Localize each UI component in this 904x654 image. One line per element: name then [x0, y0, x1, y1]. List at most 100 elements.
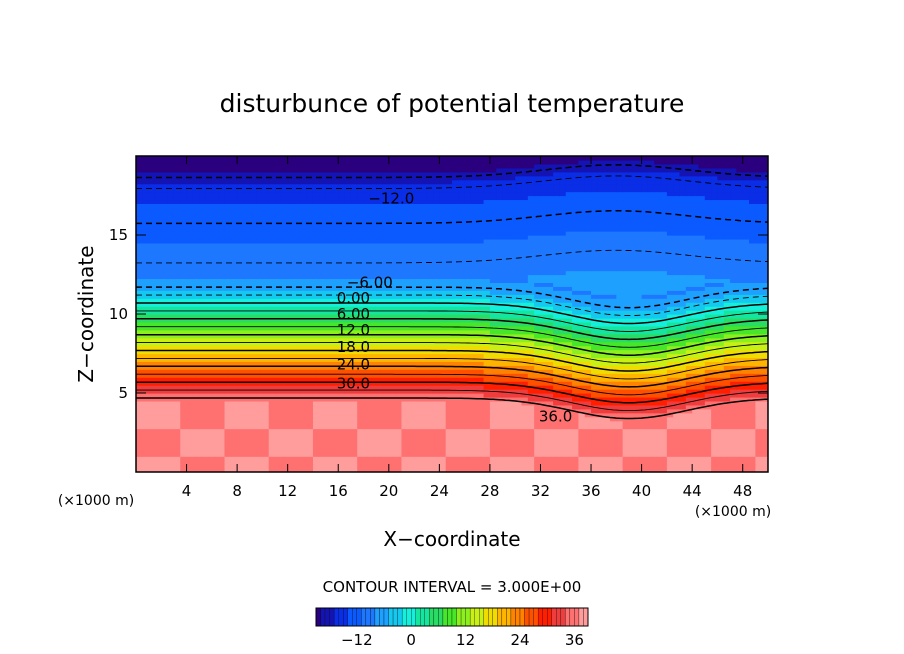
field-cell [559, 337, 567, 343]
field-cell [154, 341, 162, 347]
field-cell [647, 460, 655, 465]
field-cell [730, 353, 737, 359]
field-cell [167, 416, 175, 422]
field-cell [445, 456, 453, 461]
field-cell [591, 416, 598, 422]
field-cell [521, 302, 529, 307]
field-cell [673, 389, 681, 394]
field-cell [319, 337, 327, 343]
field-cell [470, 294, 478, 299]
field-cell [439, 349, 447, 355]
field-cell [622, 325, 630, 331]
field-cell [736, 424, 744, 430]
field-cell [610, 349, 617, 355]
field-cell [237, 278, 245, 283]
field-cell [534, 452, 542, 457]
field-cell [736, 282, 744, 287]
field-cell [395, 361, 403, 366]
field-cell [205, 357, 213, 362]
field-cell [673, 310, 681, 315]
field-cell [496, 412, 504, 418]
field-cell [407, 416, 415, 422]
field-cell [401, 464, 409, 469]
field-cell [458, 436, 466, 441]
field-cell [584, 294, 592, 299]
field-cell [325, 408, 333, 414]
field-cell [502, 365, 510, 370]
field-cell [262, 377, 270, 382]
field-cell [483, 393, 491, 398]
field-cell [294, 317, 301, 323]
field-cell [641, 448, 649, 453]
field-cell [192, 365, 200, 370]
field-cell [742, 282, 750, 287]
field-cell [433, 416, 440, 422]
field-cell [439, 369, 447, 374]
field-cell [224, 329, 232, 335]
field-cell [407, 290, 415, 295]
field-cell [540, 290, 548, 295]
field-cell [420, 310, 428, 315]
field-cell [584, 306, 592, 311]
field-cell [610, 396, 617, 402]
field-cell [306, 444, 314, 449]
field-cell [464, 286, 472, 291]
field-cell [508, 468, 516, 472]
field-cell [344, 325, 352, 331]
field-cell [376, 337, 384, 343]
field-cell [407, 385, 415, 390]
field-cell [508, 452, 516, 457]
field-cell [502, 290, 510, 295]
field-cell [136, 385, 143, 390]
field-cell [136, 456, 143, 461]
field-cell [452, 310, 459, 315]
field-cell [319, 377, 327, 382]
field-cell [483, 298, 491, 303]
field-cell [761, 321, 768, 327]
field-cell [496, 377, 504, 382]
field-cell [205, 408, 213, 414]
field-cell [287, 298, 295, 303]
field-cell [489, 361, 497, 366]
field-cell [350, 393, 358, 398]
field-cell [287, 329, 295, 335]
field-cell [275, 325, 282, 331]
field-cell [382, 294, 390, 299]
field-cell [142, 290, 150, 295]
field-cell [597, 306, 605, 311]
field-cell [211, 357, 219, 362]
field-cell [515, 452, 523, 457]
field-cell [173, 353, 181, 359]
field-cell [312, 385, 320, 390]
field-cell [382, 329, 390, 335]
field-cell [287, 400, 295, 406]
field-cell [275, 393, 282, 398]
field-cell [515, 369, 523, 374]
field-cell [161, 468, 169, 472]
field-cell [489, 400, 497, 406]
field-cell [584, 468, 592, 472]
field-cell [426, 456, 434, 461]
field-cell [527, 310, 535, 315]
field-cell [470, 282, 478, 287]
field-cell [268, 377, 276, 382]
field-cell [237, 314, 245, 319]
field-cell [527, 282, 535, 287]
field-cell [237, 404, 245, 410]
field-cell [249, 436, 257, 441]
field-cell [527, 416, 535, 422]
field-cell [591, 400, 598, 406]
field-cell [546, 302, 554, 307]
field-cell [559, 345, 567, 351]
field-cell [148, 408, 156, 414]
field-cell [641, 408, 649, 414]
field-cell [142, 286, 150, 291]
field-cell [553, 282, 561, 287]
field-cell [679, 294, 687, 299]
field-cell [388, 377, 396, 382]
field-cell [167, 452, 175, 457]
field-cell [192, 396, 200, 402]
field-cell [679, 440, 687, 445]
field-cell [508, 286, 516, 291]
field-cell [692, 404, 700, 410]
